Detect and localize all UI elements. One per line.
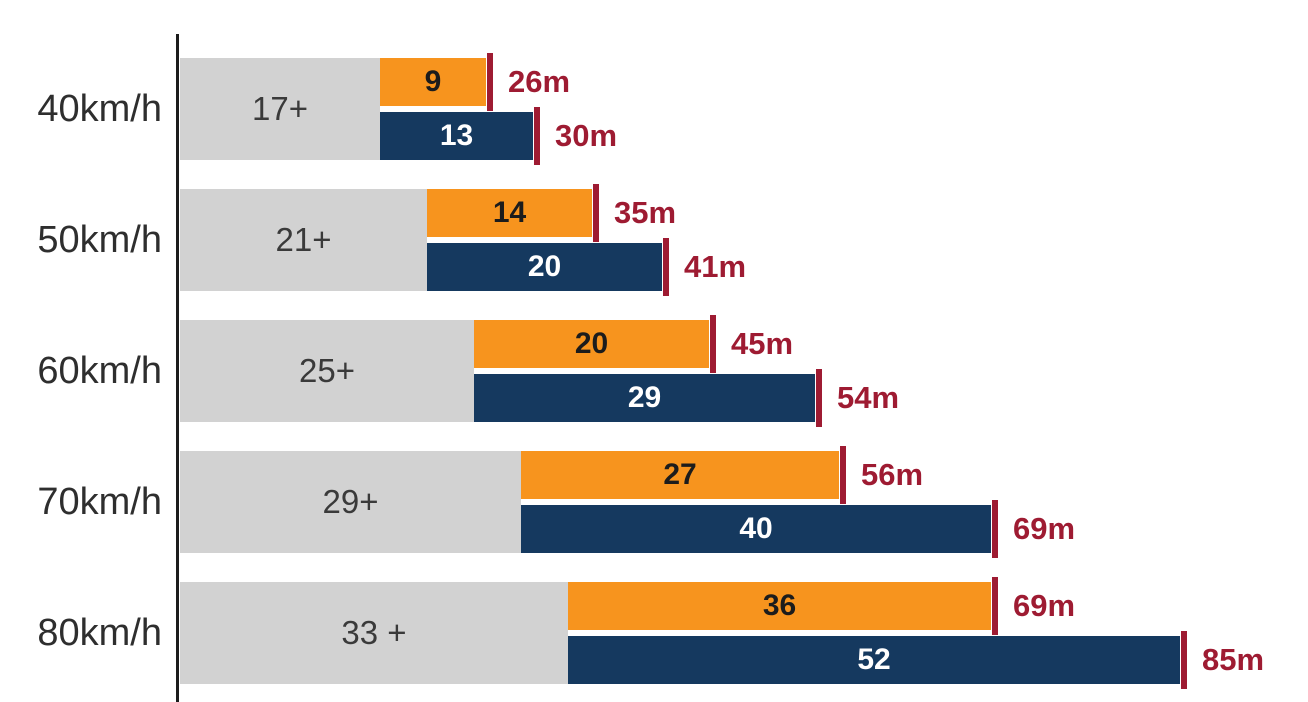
navy-total-label: 54m [837, 380, 900, 415]
navy-bar-value: 13 [439, 119, 474, 152]
orange-total-marker [593, 184, 599, 242]
orange-total-marker [487, 53, 493, 111]
orange-bar-value: 36 [762, 589, 797, 622]
gray-base-bar: 21+ [180, 189, 427, 291]
orange-bar: 14 [427, 189, 592, 237]
gray-base-value: 29+ [322, 483, 379, 520]
orange-bar: 9 [380, 58, 486, 106]
orange-bar: 27 [521, 451, 839, 499]
orange-total-label: 69m [1013, 588, 1076, 623]
orange-bar-value: 9 [424, 65, 442, 98]
orange-total-marker [710, 315, 716, 373]
navy-total-label: 41m [684, 249, 747, 284]
orange-bar-value: 27 [663, 458, 697, 491]
chart-row: 40km/h 17+ 9 26m 13 30m [0, 53, 1308, 165]
chart-row: 50km/h 21+ 14 35m 20 41m [0, 184, 1308, 296]
orange-bar-value: 20 [574, 327, 609, 360]
chart-row: 80km/h 33 + 36 69m 52 85m [0, 577, 1308, 689]
navy-total-label: 69m [1013, 511, 1076, 546]
gray-base-bar: 25+ [180, 320, 474, 422]
orange-total-label: 26m [508, 64, 571, 99]
orange-bar: 20 [474, 320, 709, 368]
navy-bar: 13 [380, 112, 533, 160]
gray-base-value: 33 + [341, 614, 407, 651]
orange-total-marker [840, 446, 846, 504]
gray-base-value: 21+ [275, 221, 332, 258]
gray-base-bar: 33 + [180, 582, 568, 684]
navy-total-marker [816, 369, 822, 427]
navy-bar-value: 29 [627, 381, 662, 414]
navy-bar: 20 [427, 243, 662, 291]
navy-total-marker [992, 500, 998, 558]
navy-bar-value: 20 [527, 250, 562, 283]
gray-base-value: 17+ [252, 90, 308, 127]
speed-label: 40km/h [37, 87, 162, 130]
gray-base-bar: 17+ [180, 58, 380, 160]
navy-total-label: 85m [1202, 642, 1265, 677]
navy-total-marker [534, 107, 540, 165]
speed-label: 70km/h [37, 480, 162, 523]
gray-base-value: 25+ [299, 352, 355, 389]
chart-row: 60km/h 25+ 20 45m 29 54m [0, 315, 1308, 427]
orange-total-marker [992, 577, 998, 635]
speed-label: 60km/h [37, 349, 162, 392]
gray-base-bar: 29+ [180, 451, 521, 553]
orange-bar: 36 [568, 582, 991, 630]
orange-total-label: 56m [861, 457, 924, 492]
navy-bar: 52 [568, 636, 1180, 684]
y-axis-line [176, 34, 179, 702]
speed-label: 80km/h [37, 611, 162, 654]
orange-bar-value: 14 [492, 196, 527, 229]
navy-total-label: 30m [555, 118, 618, 153]
chart-row: 70km/h 29+ 27 56m 40 69m [0, 446, 1308, 558]
navy-total-marker [663, 238, 669, 296]
navy-bar: 29 [474, 374, 815, 422]
navy-total-marker [1181, 631, 1187, 689]
navy-bar-value: 40 [739, 512, 773, 545]
orange-total-label: 45m [731, 326, 794, 361]
navy-bar-value: 52 [857, 643, 891, 676]
orange-total-label: 35m [614, 195, 677, 230]
speed-label: 50km/h [37, 218, 162, 261]
navy-bar: 40 [521, 505, 991, 553]
